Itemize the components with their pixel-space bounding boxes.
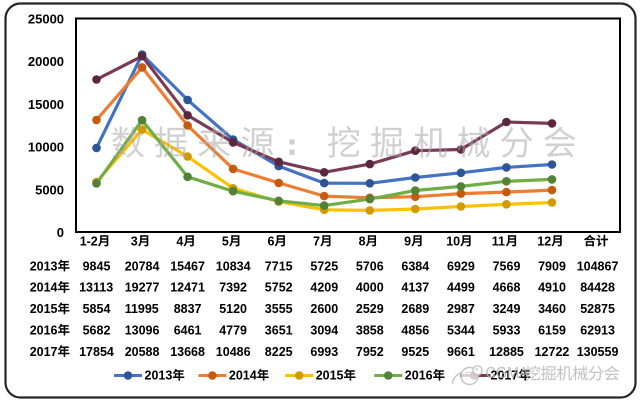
svg-text:12: 12 (537, 234, 551, 248)
svg-text:13668: 13668 (170, 345, 205, 359)
svg-text:2689: 2689 (401, 302, 429, 316)
svg-text:19277: 19277 (125, 281, 160, 295)
svg-text:4779: 4779 (219, 323, 247, 337)
svg-text:2013: 2013 (30, 259, 58, 273)
svg-text:8: 8 (359, 234, 366, 248)
svg-text:CGMA: CGMA (486, 365, 529, 382)
svg-text:4856: 4856 (401, 323, 429, 337)
svg-text:2016: 2016 (30, 323, 58, 337)
svg-text:9: 9 (404, 234, 411, 248)
svg-text:10000: 10000 (28, 140, 64, 155)
svg-text:52875: 52875 (580, 302, 615, 316)
svg-text:2014: 2014 (30, 281, 58, 295)
svg-text:0: 0 (57, 225, 64, 240)
svg-text:11: 11 (492, 234, 505, 248)
svg-text:3249: 3249 (493, 302, 521, 316)
svg-text:2013: 2013 (145, 369, 173, 383)
svg-text:20588: 20588 (125, 345, 160, 359)
svg-text:2017: 2017 (491, 369, 519, 383)
svg-text:7909: 7909 (538, 259, 566, 273)
svg-text:20000: 20000 (28, 54, 64, 69)
svg-text:4910: 4910 (538, 281, 566, 295)
svg-text:5682: 5682 (83, 323, 111, 337)
svg-text:3858: 3858 (356, 323, 384, 337)
svg-text:1-2: 1-2 (80, 234, 98, 248)
svg-text:6159: 6159 (538, 323, 566, 337)
svg-text:5: 5 (222, 234, 229, 248)
svg-text:12471: 12471 (170, 281, 205, 295)
svg-text:5752: 5752 (265, 281, 293, 295)
svg-text:7392: 7392 (219, 281, 247, 295)
svg-text:6993: 6993 (310, 345, 338, 359)
svg-text:11995: 11995 (125, 302, 159, 316)
svg-text:4499: 4499 (447, 281, 475, 295)
svg-text:20784: 20784 (125, 259, 160, 273)
svg-text:2017: 2017 (30, 345, 58, 359)
svg-text:3460: 3460 (538, 302, 566, 316)
svg-text:4209: 4209 (310, 281, 338, 295)
svg-text:84428: 84428 (580, 281, 615, 295)
svg-text:13096: 13096 (125, 323, 160, 337)
svg-text:7715: 7715 (265, 259, 293, 273)
svg-text:12885: 12885 (489, 345, 524, 359)
svg-text:5120: 5120 (219, 302, 247, 316)
svg-text:7952: 7952 (356, 345, 384, 359)
svg-text:2016: 2016 (405, 369, 433, 383)
svg-text:9661: 9661 (447, 345, 475, 359)
svg-text:17854: 17854 (79, 345, 114, 359)
svg-text:2015: 2015 (316, 369, 344, 383)
svg-text:7: 7 (313, 234, 320, 248)
svg-text:5854: 5854 (83, 302, 111, 316)
svg-text:8837: 8837 (174, 302, 202, 316)
svg-text:2600: 2600 (310, 302, 338, 316)
svg-text:104867: 104867 (577, 259, 619, 273)
svg-text:15467: 15467 (170, 259, 205, 273)
svg-text:3651: 3651 (265, 323, 293, 337)
svg-text:5725: 5725 (310, 259, 338, 273)
svg-text:4137: 4137 (401, 281, 429, 295)
svg-text:5344: 5344 (447, 323, 475, 337)
svg-text:13113: 13113 (79, 281, 113, 295)
svg-text:12722: 12722 (535, 345, 570, 359)
svg-text:10486: 10486 (216, 345, 251, 359)
svg-text:2015: 2015 (30, 302, 58, 316)
svg-text:9845: 9845 (83, 259, 111, 273)
svg-text:130559: 130559 (577, 345, 619, 359)
svg-text:62913: 62913 (580, 323, 615, 337)
svg-text:25000: 25000 (28, 12, 64, 27)
svg-text:3555: 3555 (265, 302, 293, 316)
svg-text:8225: 8225 (265, 345, 293, 359)
svg-text:3: 3 (131, 234, 138, 248)
svg-text:10: 10 (446, 234, 460, 248)
svg-text:2987: 2987 (447, 302, 475, 316)
svg-text:5933: 5933 (493, 323, 521, 337)
svg-text:4000: 4000 (356, 281, 384, 295)
svg-text:6461: 6461 (174, 323, 202, 337)
svg-text:10834: 10834 (216, 259, 251, 273)
svg-text:6: 6 (268, 234, 275, 248)
svg-text:2529: 2529 (356, 302, 384, 316)
svg-text:5000: 5000 (35, 182, 64, 197)
svg-text:3094: 3094 (310, 323, 338, 337)
svg-text:4668: 4668 (493, 281, 521, 295)
svg-text:4: 4 (176, 234, 183, 248)
svg-text:6929: 6929 (447, 259, 475, 273)
svg-text:7569: 7569 (493, 259, 521, 273)
svg-text:15000: 15000 (28, 97, 64, 112)
svg-text:2014: 2014 (229, 369, 257, 383)
svg-text:9525: 9525 (401, 345, 429, 359)
svg-text:5706: 5706 (356, 259, 384, 273)
svg-text:6384: 6384 (401, 259, 429, 273)
